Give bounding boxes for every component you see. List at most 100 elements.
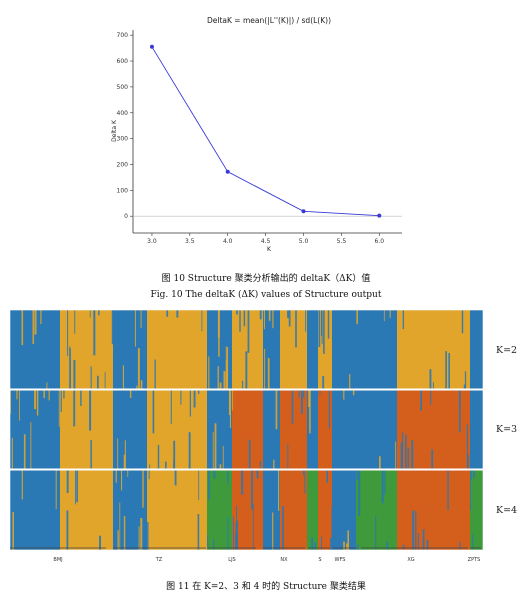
- admixture-bar: [198, 470, 200, 500]
- admixture-bar: [430, 390, 432, 405]
- y-tick-label: 100: [117, 187, 129, 194]
- admixture-bar: [461, 310, 464, 334]
- admixture-bar: [180, 390, 182, 405]
- admixture-bar: [75, 470, 76, 505]
- admixture-bar: [154, 359, 156, 390]
- admixture-bar: [323, 310, 325, 354]
- admixture-bar: [243, 310, 246, 327]
- admixture-bar: [36, 390, 39, 416]
- k4-label: K=4: [496, 505, 518, 516]
- admixture-bar: [93, 310, 96, 356]
- admixture-bar: [152, 390, 155, 434]
- admixture-bar: [67, 310, 69, 357]
- admixture-bar: [347, 530, 349, 550]
- admixture-bar: [99, 535, 101, 550]
- admixture-bar: [201, 310, 203, 332]
- deltak-line-chart: DeltaK = mean(|L''(K)|) / sd(L(K)) Delta…: [111, 16, 402, 253]
- admixture-bar: [467, 455, 469, 469]
- admixture-bar: [321, 536, 322, 550]
- admixture-bar: [402, 432, 404, 469]
- admixture-bar: [287, 443, 289, 469]
- deltak-data-point: [301, 209, 306, 214]
- admixture-bar: [197, 514, 200, 550]
- admixture-bar: [73, 360, 76, 390]
- x-tick-label: 5.5: [337, 238, 347, 245]
- admixture-bar: [134, 310, 136, 347]
- structure-panel-k4: [9, 469, 484, 551]
- admixture-bar: [272, 512, 274, 550]
- admixture-bar: [73, 390, 76, 427]
- admixture-bar: [117, 438, 119, 469]
- admixture-bar: [80, 390, 82, 406]
- y-tick-label: 700: [117, 32, 129, 39]
- admixture-bar: [189, 390, 191, 417]
- cluster-block: [332, 390, 356, 469]
- admixture-bar: [242, 380, 244, 390]
- admixture-bar: [431, 449, 433, 469]
- admixture-bar: [11, 437, 13, 469]
- cluster-block: [356, 390, 397, 469]
- admixture-bar: [321, 310, 323, 344]
- admixture-bar: [471, 470, 472, 480]
- admixture-bar: [459, 390, 461, 433]
- admixture-bar: [282, 506, 284, 550]
- cluster-block: [147, 310, 207, 390]
- admixture-bar: [236, 520, 238, 550]
- admixture-bar: [219, 464, 222, 469]
- admixture-bar: [136, 385, 138, 390]
- deltak-data-point: [149, 44, 154, 49]
- admixture-bar: [170, 390, 172, 424]
- admixture-bar: [149, 464, 151, 469]
- admixture-bar: [166, 310, 169, 317]
- admixture-bar: [252, 503, 254, 550]
- cluster-block: [280, 390, 307, 469]
- cluster-block: [332, 470, 356, 550]
- admixture-bar: [142, 470, 144, 508]
- population-label-ljs: LJS: [228, 557, 236, 563]
- population-label-bmj: BMJ: [53, 557, 63, 563]
- admixture-bar: [222, 445, 224, 469]
- structure-bar-plots: [9, 309, 484, 551]
- admixture-bar: [263, 310, 265, 330]
- admixture-bar: [228, 390, 231, 415]
- admixture-bar: [19, 390, 20, 421]
- admixture-bar: [259, 310, 262, 320]
- admixture-bar: [328, 390, 330, 429]
- admixture-bar: [272, 310, 274, 329]
- cluster-block: [280, 310, 307, 390]
- cluster-block: [397, 470, 470, 550]
- admixture-bar: [384, 470, 386, 495]
- admixture-bar: [66, 510, 69, 550]
- admixture-bar: [326, 470, 328, 483]
- admixture-bar: [248, 439, 251, 469]
- admixture-bar: [411, 440, 414, 469]
- admixture-bar: [251, 470, 253, 510]
- admixture-bar: [198, 390, 200, 394]
- admixture-bar: [356, 470, 359, 480]
- admixture-bar: [217, 366, 219, 390]
- admixture-bar: [10, 390, 11, 414]
- admixture-bar: [122, 365, 124, 390]
- admixture-bar: [213, 538, 215, 550]
- admixture-bar: [30, 421, 32, 469]
- admixture-bar: [330, 537, 332, 550]
- population-label-xg: XG: [407, 557, 415, 563]
- cluster-block: [113, 310, 147, 390]
- admixture-bar: [227, 470, 229, 484]
- x-tick-label: 3.5: [185, 238, 195, 245]
- admixture-bar: [239, 310, 241, 332]
- admixture-bar: [173, 440, 176, 469]
- admixture-bar: [356, 310, 358, 325]
- admixture-bar: [212, 431, 214, 469]
- figure10-caption-en: Fig. 10 The deltaK (ΔK) values of Struct…: [150, 290, 382, 300]
- population-label-wfs: WFS: [334, 557, 346, 563]
- admixture-bar: [400, 442, 403, 469]
- cluster-block: [470, 310, 483, 390]
- cluster-block: [356, 470, 397, 550]
- admixture-bar: [157, 445, 160, 469]
- admixture-bar: [412, 510, 414, 550]
- admixture-bar: [63, 390, 65, 399]
- cluster-block: [470, 470, 483, 550]
- admixture-bar: [422, 529, 425, 550]
- admixture-bar: [227, 517, 229, 550]
